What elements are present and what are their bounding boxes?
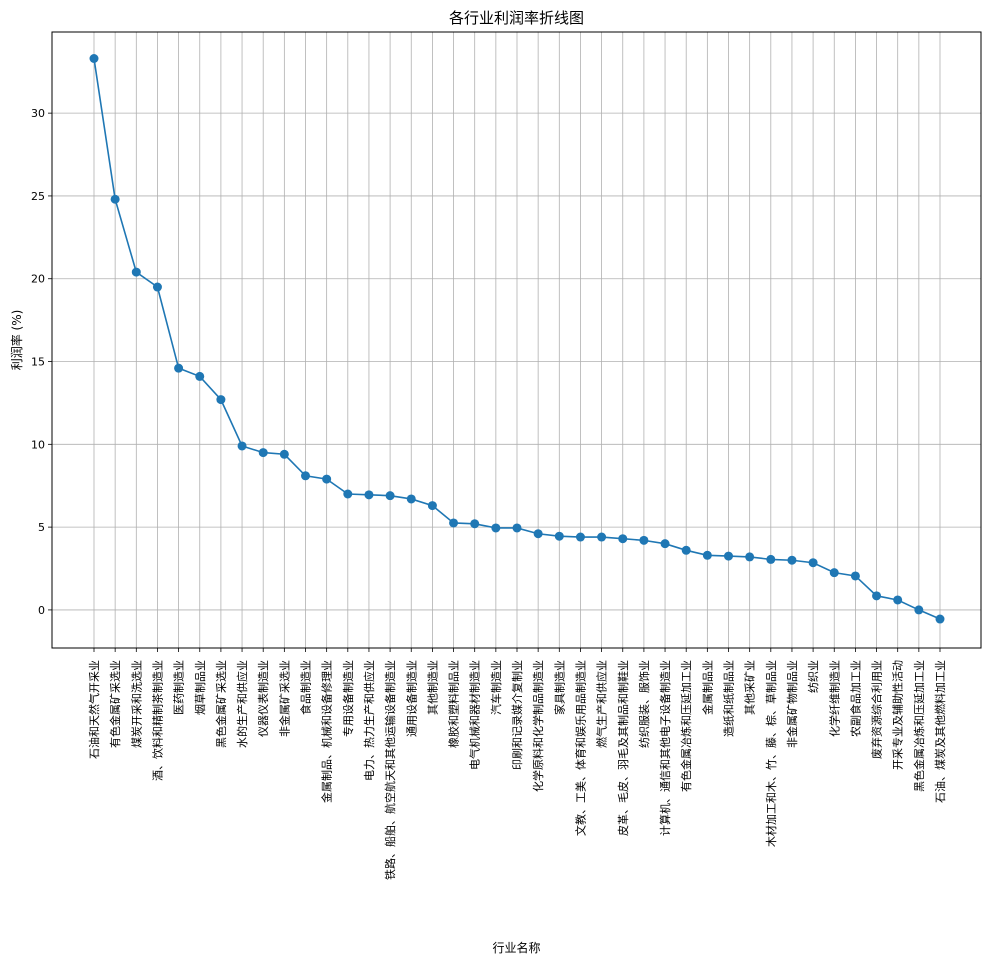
data-point xyxy=(152,282,162,292)
x-tick-label: 纺织业 xyxy=(806,660,820,693)
data-point xyxy=(449,518,459,528)
data-point xyxy=(301,471,310,481)
data-point xyxy=(110,194,120,204)
x-tick-label: 化学原料和化学制品制造业 xyxy=(531,660,545,792)
x-tick-label: 黑色金属冶炼和压延加工业 xyxy=(912,660,926,792)
x-tick-label: 煤炭开采和洗选业 xyxy=(130,660,143,748)
data-point xyxy=(618,534,628,544)
x-tick-label: 水的生产和供应业 xyxy=(235,660,249,748)
data-point xyxy=(702,550,712,560)
x-tick-label: 木材加工和木、竹、藤、棕、草制品业 xyxy=(764,660,778,847)
x-tick-label: 非金属矿采选业 xyxy=(277,660,291,737)
plot-frame xyxy=(51,31,982,649)
data-point xyxy=(935,614,945,624)
x-axis-label: 行业名称 xyxy=(492,940,540,955)
x-tick-label: 电气机械和器材制造业 xyxy=(468,660,482,770)
y-tick-label: 5 xyxy=(38,521,45,534)
x-tick-label: 开采专业及辅助性活动 xyxy=(891,660,905,770)
data-point xyxy=(808,558,818,568)
data-point xyxy=(216,395,226,405)
data-point xyxy=(829,568,839,578)
data-point xyxy=(89,53,99,63)
x-tick-label: 计算机、通信和其他电子设备制造业 xyxy=(658,660,672,836)
data-point xyxy=(279,449,289,459)
data-point xyxy=(385,491,395,501)
data-point xyxy=(470,519,480,529)
data-point xyxy=(491,523,501,533)
y-tick-label: 30 xyxy=(31,107,45,120)
x-tick-label: 印刷和记录媒介复制业 xyxy=(510,660,524,770)
data-point xyxy=(724,551,733,561)
x-tick-label: 石油和天然气开采业 xyxy=(87,660,101,759)
data-point xyxy=(343,489,353,499)
x-tick-label: 专用设备制造业 xyxy=(341,660,355,737)
y-axis-label: 利润率 (%) xyxy=(9,310,24,371)
data-point xyxy=(787,555,797,565)
x-tick-label: 铁路、船舶、航空航天和其他运输设备制造业 xyxy=(383,660,397,880)
x-tick-label: 农副食品加工业 xyxy=(848,660,862,737)
x-tick-label: 仪器仪表制造业 xyxy=(256,660,270,737)
data-point xyxy=(512,523,522,533)
grid-lines xyxy=(52,32,981,648)
data-point xyxy=(237,441,247,451)
x-tick-label: 通用设备制造业 xyxy=(404,660,418,737)
x-tick-label: 其他采矿业 xyxy=(744,660,757,715)
y-tick-label: 0 xyxy=(38,604,45,617)
y-tick-label: 25 xyxy=(31,190,45,203)
x-tick-label: 电力、热力生产和供应业 xyxy=(362,660,376,781)
data-point xyxy=(427,501,437,511)
x-tick-label: 家具制造业 xyxy=(552,660,566,715)
y-tick-label: 15 xyxy=(31,356,45,369)
x-tick-label: 医药制造业 xyxy=(172,660,186,715)
data-point xyxy=(639,535,649,545)
data-point xyxy=(195,371,205,381)
data-point xyxy=(850,571,860,581)
x-tick-label: 皮革、毛皮、羽毛及其制品和制鞋业 xyxy=(616,660,630,836)
chart-title: 各行业利润率折线图 xyxy=(449,9,584,27)
x-tick-label: 橡胶和塑料制品业 xyxy=(447,660,461,748)
x-tick-label: 有色金属冶炼和压延加工业 xyxy=(679,660,693,792)
data-point xyxy=(554,531,564,541)
x-tick-label: 化学纤维制造业 xyxy=(827,660,841,737)
data-point xyxy=(575,532,585,542)
y-tick-label: 10 xyxy=(31,438,45,451)
data-point xyxy=(322,474,332,484)
x-tick-label: 有色金属矿采选业 xyxy=(108,660,122,748)
data-markers xyxy=(89,53,945,624)
axis-ticks: 0 5 10 15 20 25 30 石油和天然气开采业 有色金属矿采选业 煤炭开采和洗选业 酒、饮… xyxy=(31,107,947,880)
x-tick-label: 文教、工美、体育和娱乐用品制造业 xyxy=(573,660,587,836)
data-point xyxy=(893,595,903,605)
data-point xyxy=(872,591,882,601)
x-tick-label: 食品制造业 xyxy=(299,660,313,715)
x-tick-label: 金属制品、机械和设备修理业 xyxy=(320,660,334,803)
x-tick-label: 造纸和纸制品业 xyxy=(722,660,736,737)
data-point xyxy=(364,490,374,500)
data-point xyxy=(914,605,924,615)
x-tick-label: 烟草制品业 xyxy=(193,660,207,715)
x-tick-label: 非金属矿物制品业 xyxy=(785,660,799,748)
data-point xyxy=(766,554,776,564)
data-point xyxy=(597,532,607,542)
x-tick-label: 燃气生产和供应业 xyxy=(595,660,609,748)
x-tick-label: 废弃资源综合利用业 xyxy=(870,660,884,759)
x-tick-label: 黑色金属矿采选业 xyxy=(214,660,228,748)
x-tick-label: 纺织服装、服饰业 xyxy=(637,660,651,748)
x-tick-label: 石油、煤炭及其他燃料加工业 xyxy=(933,660,947,803)
data-point xyxy=(745,552,755,562)
x-tick-label: 酒、饮料和精制茶制造业 xyxy=(150,660,164,781)
data-point xyxy=(174,363,184,373)
data-point xyxy=(533,529,543,539)
data-point xyxy=(406,494,416,504)
data-point xyxy=(131,267,141,277)
x-tick-label: 汽车制造业 xyxy=(489,660,503,715)
x-tick-label: 金属制品业 xyxy=(700,660,714,715)
data-point xyxy=(258,448,268,458)
y-tick-label: 20 xyxy=(31,273,45,286)
x-tick-label: 其他制造业 xyxy=(425,660,439,715)
data-point xyxy=(660,539,670,549)
data-point xyxy=(681,545,691,555)
